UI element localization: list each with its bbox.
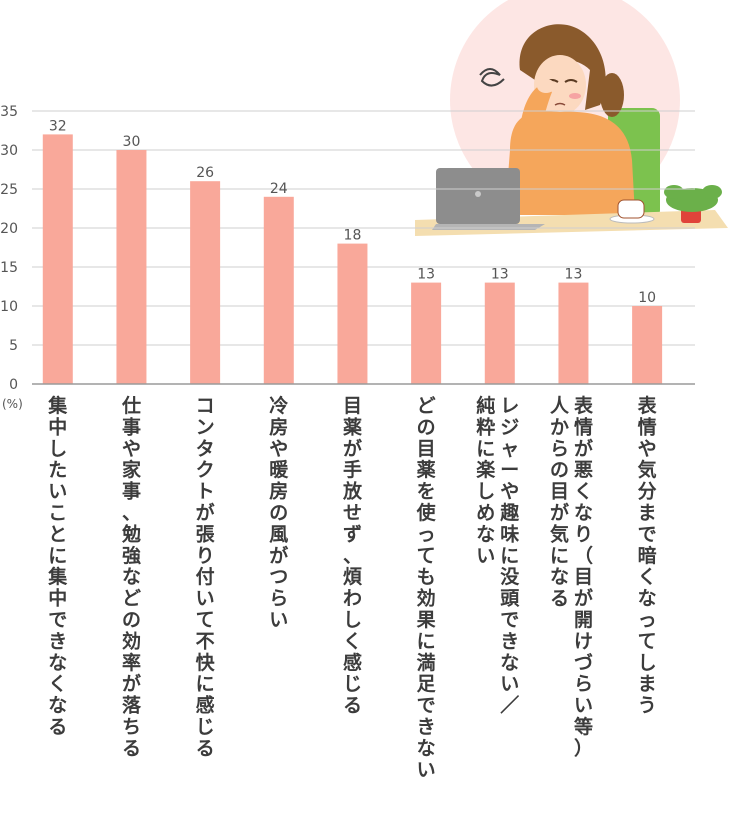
x-tick-label: 目薬が手放せず、煩わしく感じる bbox=[342, 395, 363, 717]
data-label: 13 bbox=[417, 267, 435, 283]
bar bbox=[116, 150, 147, 384]
x-tick-label: 純粋に楽しめない bbox=[476, 394, 496, 567]
hand-at-eye bbox=[537, 79, 555, 93]
ponytail bbox=[600, 73, 624, 117]
closed-eye bbox=[564, 79, 578, 83]
bar bbox=[337, 243, 368, 384]
bar bbox=[558, 282, 589, 384]
x-tick-label: 冷房や暖房の風がつらい bbox=[269, 394, 289, 631]
plant-leaves bbox=[664, 185, 684, 199]
x-tick-label: レジャーや趣味に没頭できない／ bbox=[499, 395, 520, 717]
bar bbox=[484, 282, 515, 384]
data-label: 18 bbox=[344, 228, 362, 244]
mouth bbox=[554, 102, 566, 106]
bar bbox=[411, 282, 442, 384]
data-label: 13 bbox=[491, 267, 509, 283]
tired-woman-illustration bbox=[415, 0, 728, 236]
plant-leaves bbox=[702, 185, 722, 199]
stress-scribble-icon bbox=[479, 68, 505, 87]
bar bbox=[632, 306, 663, 384]
data-label: 24 bbox=[270, 181, 288, 197]
y-tick-label: 0 bbox=[9, 377, 18, 393]
bar bbox=[190, 181, 221, 384]
bar bbox=[263, 196, 294, 384]
arm-to-face bbox=[519, 85, 552, 155]
data-label: 32 bbox=[49, 118, 67, 134]
x-tick-label: どの目薬を使っても効果に満足できない bbox=[416, 395, 437, 781]
data-label: 30 bbox=[123, 134, 141, 150]
unit-label: (%) bbox=[2, 397, 23, 411]
y-tick-label: 15 bbox=[0, 260, 18, 276]
x-tick-label: 表情や気分まで暗くなってしまう bbox=[638, 394, 658, 717]
laptop-base bbox=[432, 224, 545, 230]
x-tick-label: 集中したいことに集中できなくなる bbox=[47, 394, 68, 738]
laptop-logo bbox=[475, 191, 481, 197]
blush bbox=[569, 93, 581, 99]
x-tick-label: 仕事や家事、勉強などの効率が落ちる bbox=[121, 394, 142, 759]
tea-cup bbox=[617, 199, 645, 219]
data-label: 13 bbox=[565, 267, 583, 283]
y-tick-label: 10 bbox=[0, 299, 18, 315]
y-tick-label: 20 bbox=[0, 221, 18, 237]
x-tick-label: コンタクトが張り付いて不快に感じる bbox=[196, 395, 216, 759]
x-tick-label: 表情が悪くなり（目が開けづらい等） bbox=[573, 394, 594, 759]
data-label: 10 bbox=[638, 290, 656, 306]
y-tick-label: 5 bbox=[9, 338, 18, 354]
hair bbox=[519, 24, 606, 110]
data-label: 26 bbox=[196, 165, 214, 181]
x-tick-label: 人からの目が気になる bbox=[550, 395, 570, 610]
y-tick-label: 30 bbox=[0, 143, 18, 159]
bar bbox=[42, 134, 73, 384]
y-tick-label: 35 bbox=[0, 104, 18, 120]
y-tick-label: 25 bbox=[0, 182, 18, 198]
